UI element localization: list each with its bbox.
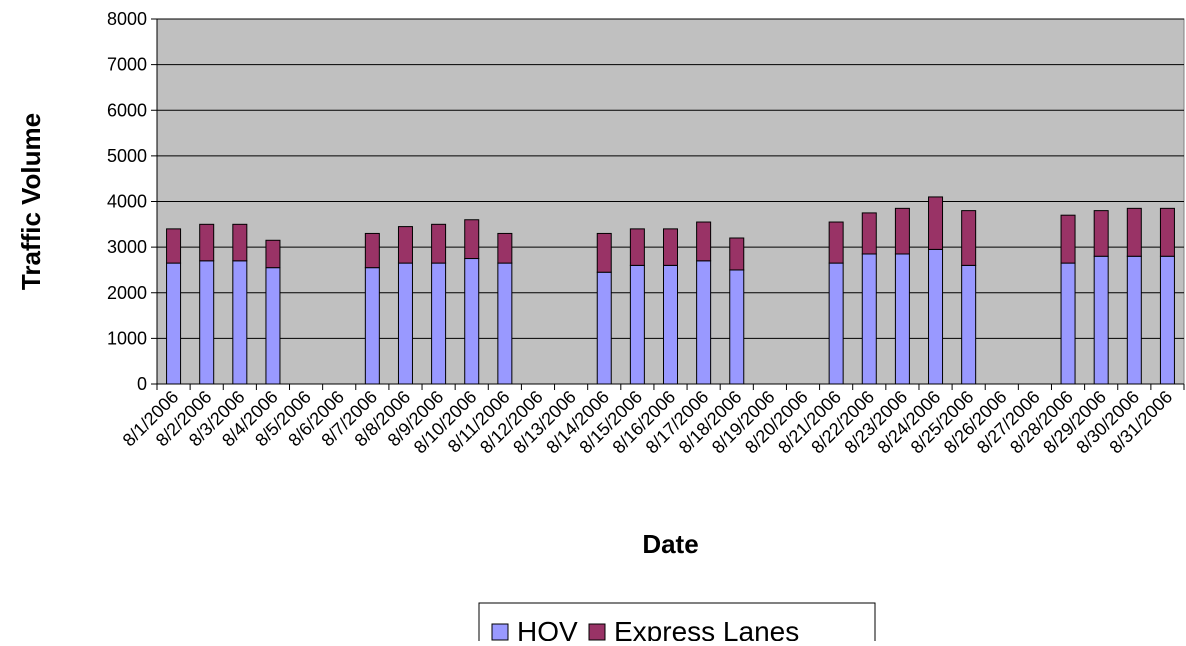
legend-label-hov: HOV [517,616,578,641]
y-tick-label: 3000 [107,237,147,257]
y-axis-title: Traffic Volume [16,113,46,290]
bar-express-lanes [1126,207,1142,257]
bar-express-lanes [596,232,612,273]
bar-hov [431,262,447,385]
bar-hov [166,262,182,385]
bar-hov [497,262,513,385]
y-tick-label: 1000 [107,328,147,348]
bar-hov [828,262,844,385]
bar-hov [596,271,612,385]
y-tick-label: 8000 [107,9,147,29]
bar-express-lanes [265,239,281,269]
bar-hov [961,264,977,385]
bar-express-lanes [1093,210,1109,257]
bar-hov [861,253,877,385]
bar-hov [199,260,215,385]
bar-express-lanes [232,223,248,262]
bar-express-lanes [961,210,977,266]
bar-hov [364,267,380,385]
bar-hov [928,248,944,385]
legend-box [478,602,876,646]
x-axis-title: Date [642,529,698,559]
bar-express-lanes [629,228,645,266]
bar-hov [629,264,645,385]
bar-express-lanes [1060,214,1076,264]
bar-express-lanes [729,237,745,271]
bar-hov [464,258,480,385]
y-tick-label: 6000 [107,100,147,120]
bar-express-lanes [431,223,447,264]
y-tick-label: 4000 [107,192,147,212]
bar-express-lanes [894,207,910,255]
legend-swatch-hov [491,623,509,641]
bar-express-lanes [828,221,844,264]
bar-express-lanes [928,196,944,250]
y-tick-label: 0 [137,374,147,394]
bar-hov [1126,255,1142,385]
y-tick-label: 7000 [107,55,147,75]
bar-hov [1060,262,1076,385]
bar-express-lanes [861,212,877,255]
bar-hov [397,262,413,385]
bar-express-lanes [397,226,413,264]
legend-swatch-express-lanes [588,623,606,641]
bar-hov [894,253,910,385]
bar-hov [696,260,712,385]
bar-express-lanes [199,223,215,262]
y-tick-label: 2000 [107,283,147,303]
bar-express-lanes [497,232,513,264]
bar-express-lanes [1159,207,1175,257]
bar-hov [729,269,745,385]
bar-express-lanes [464,219,480,260]
legend-label-express-lanes: Express Lanes [614,616,799,641]
bar-hov [265,267,281,385]
bar-express-lanes [166,228,182,264]
y-tick-label: 5000 [107,146,147,166]
bar-hov [232,260,248,385]
bar-express-lanes [663,228,678,266]
bar-express-lanes [696,221,712,262]
bar-hov [663,264,678,385]
bar-hov [1159,255,1175,385]
bar-hov [1093,255,1109,385]
bar-express-lanes [364,232,380,269]
